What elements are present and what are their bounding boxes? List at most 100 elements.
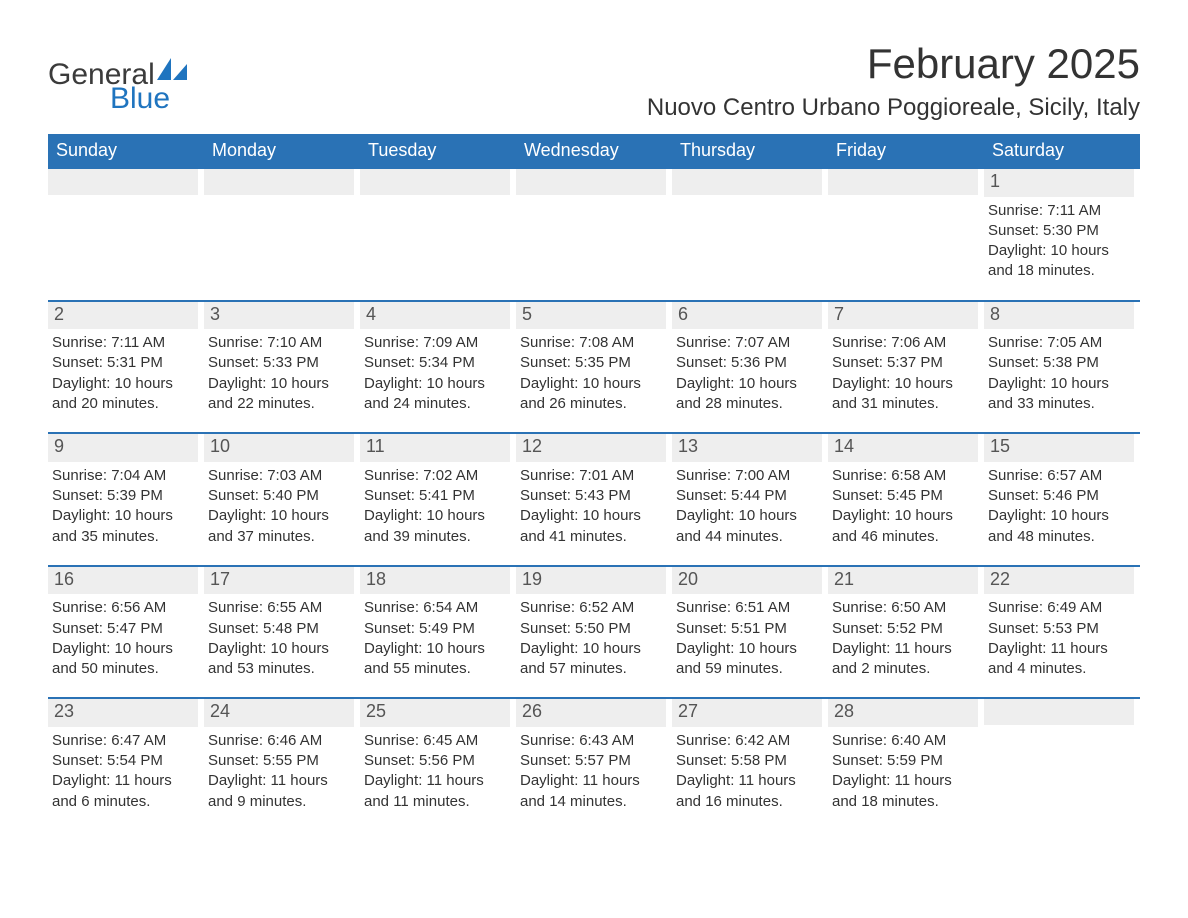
daylight-line: Daylight: 11 hours and 6 minutes. [52,771,198,812]
sunrise-line: Sunrise: 6:49 AM [988,598,1134,618]
header-row: General Blue February 2025 Nuovo Centro … [48,40,1140,122]
empty-cell [672,169,828,282]
sunset-line: Sunset: 5:57 PM [520,751,666,771]
day-body: Sunrise: 6:47 AMSunset: 5:54 PMDaylight:… [48,727,198,812]
sunset-line: Sunset: 5:43 PM [520,486,666,506]
day-number: 13 [672,434,822,462]
day-cell: 22Sunrise: 6:49 AMSunset: 5:53 PMDayligh… [984,567,1140,680]
day-number [672,169,822,195]
sunrise-line: Sunrise: 6:46 AM [208,731,354,751]
sunset-line: Sunset: 5:51 PM [676,619,822,639]
day-body: Sunrise: 7:01 AMSunset: 5:43 PMDaylight:… [516,462,666,547]
daylight-line: Daylight: 10 hours and 57 minutes. [520,639,666,680]
day-cell: 9Sunrise: 7:04 AMSunset: 5:39 PMDaylight… [48,434,204,547]
day-cell: 28Sunrise: 6:40 AMSunset: 5:59 PMDayligh… [828,699,984,812]
empty-cell [48,169,204,282]
day-number: 6 [672,302,822,330]
sunset-line: Sunset: 5:49 PM [364,619,510,639]
day-body: Sunrise: 7:10 AMSunset: 5:33 PMDaylight:… [204,329,354,414]
daylight-line: Daylight: 10 hours and 37 minutes. [208,506,354,547]
daylight-line: Daylight: 10 hours and 44 minutes. [676,506,822,547]
day-number [516,169,666,195]
sunset-line: Sunset: 5:36 PM [676,353,822,373]
day-body: Sunrise: 7:05 AMSunset: 5:38 PMDaylight:… [984,329,1134,414]
location-subtitle: Nuovo Centro Urbano Poggioreale, Sicily,… [647,94,1140,122]
sunrise-line: Sunrise: 6:50 AM [832,598,978,618]
daylight-line: Daylight: 10 hours and 39 minutes. [364,506,510,547]
day-number [48,169,198,195]
day-body: Sunrise: 7:03 AMSunset: 5:40 PMDaylight:… [204,462,354,547]
day-body: Sunrise: 7:07 AMSunset: 5:36 PMDaylight:… [672,329,822,414]
daylight-line: Daylight: 10 hours and 53 minutes. [208,639,354,680]
sunrise-line: Sunrise: 6:52 AM [520,598,666,618]
sunset-line: Sunset: 5:47 PM [52,619,198,639]
daylight-line: Daylight: 11 hours and 2 minutes. [832,639,978,680]
daylight-line: Daylight: 10 hours and 26 minutes. [520,374,666,415]
day-cell: 26Sunrise: 6:43 AMSunset: 5:57 PMDayligh… [516,699,672,812]
sunset-line: Sunset: 5:56 PM [364,751,510,771]
dow-header: Friday [828,134,984,169]
day-number: 19 [516,567,666,595]
sunset-line: Sunset: 5:48 PM [208,619,354,639]
sunrise-line: Sunrise: 7:03 AM [208,466,354,486]
daylight-line: Daylight: 10 hours and 55 minutes. [364,639,510,680]
sunrise-line: Sunrise: 7:11 AM [988,201,1134,221]
day-body: Sunrise: 6:49 AMSunset: 5:53 PMDaylight:… [984,594,1134,679]
day-body: Sunrise: 7:08 AMSunset: 5:35 PMDaylight:… [516,329,666,414]
day-cell: 12Sunrise: 7:01 AMSunset: 5:43 PMDayligh… [516,434,672,547]
sunrise-line: Sunrise: 6:51 AM [676,598,822,618]
sunset-line: Sunset: 5:38 PM [988,353,1134,373]
day-number: 3 [204,302,354,330]
week-row: 1Sunrise: 7:11 AMSunset: 5:30 PMDaylight… [48,169,1140,282]
sunset-line: Sunset: 5:55 PM [208,751,354,771]
day-number: 10 [204,434,354,462]
day-number: 18 [360,567,510,595]
day-number: 4 [360,302,510,330]
day-cell: 10Sunrise: 7:03 AMSunset: 5:40 PMDayligh… [204,434,360,547]
day-cell: 6Sunrise: 7:07 AMSunset: 5:36 PMDaylight… [672,302,828,415]
day-number: 28 [828,699,978,727]
sail-icon [157,58,187,84]
day-cell: 14Sunrise: 6:58 AMSunset: 5:45 PMDayligh… [828,434,984,547]
sunset-line: Sunset: 5:44 PM [676,486,822,506]
sunset-line: Sunset: 5:52 PM [832,619,978,639]
day-cell: 15Sunrise: 6:57 AMSunset: 5:46 PMDayligh… [984,434,1140,547]
week-row: 16Sunrise: 6:56 AMSunset: 5:47 PMDayligh… [48,565,1140,680]
day-number: 24 [204,699,354,727]
sunset-line: Sunset: 5:59 PM [832,751,978,771]
title-block: February 2025 Nuovo Centro Urbano Poggio… [647,40,1140,122]
day-number [360,169,510,195]
day-body: Sunrise: 6:51 AMSunset: 5:51 PMDaylight:… [672,594,822,679]
day-number: 27 [672,699,822,727]
empty-cell [360,169,516,282]
sunset-line: Sunset: 5:50 PM [520,619,666,639]
day-number [984,699,1134,725]
brand-logo: General Blue [48,40,187,114]
day-body: Sunrise: 7:00 AMSunset: 5:44 PMDaylight:… [672,462,822,547]
day-number: 5 [516,302,666,330]
day-cell: 4Sunrise: 7:09 AMSunset: 5:34 PMDaylight… [360,302,516,415]
day-body: Sunrise: 6:55 AMSunset: 5:48 PMDaylight:… [204,594,354,679]
day-cell: 13Sunrise: 7:00 AMSunset: 5:44 PMDayligh… [672,434,828,547]
sunset-line: Sunset: 5:31 PM [52,353,198,373]
sunset-line: Sunset: 5:45 PM [832,486,978,506]
page: General Blue February 2025 Nuovo Centro … [0,0,1188,872]
daylight-line: Daylight: 11 hours and 9 minutes. [208,771,354,812]
day-cell: 20Sunrise: 6:51 AMSunset: 5:51 PMDayligh… [672,567,828,680]
dow-row: SundayMondayTuesdayWednesdayThursdayFrid… [48,134,1140,169]
sunrise-line: Sunrise: 6:45 AM [364,731,510,751]
day-number: 26 [516,699,666,727]
daylight-line: Daylight: 10 hours and 28 minutes. [676,374,822,415]
day-number: 23 [48,699,198,727]
daylight-line: Daylight: 11 hours and 4 minutes. [988,639,1134,680]
sunrise-line: Sunrise: 7:09 AM [364,333,510,353]
dow-header: Monday [204,134,360,169]
day-cell: 2Sunrise: 7:11 AMSunset: 5:31 PMDaylight… [48,302,204,415]
sunset-line: Sunset: 5:53 PM [988,619,1134,639]
day-cell: 16Sunrise: 6:56 AMSunset: 5:47 PMDayligh… [48,567,204,680]
sunrise-line: Sunrise: 6:58 AM [832,466,978,486]
daylight-line: Daylight: 11 hours and 18 minutes. [832,771,978,812]
daylight-line: Daylight: 11 hours and 16 minutes. [676,771,822,812]
sunset-line: Sunset: 5:58 PM [676,751,822,771]
sunset-line: Sunset: 5:40 PM [208,486,354,506]
